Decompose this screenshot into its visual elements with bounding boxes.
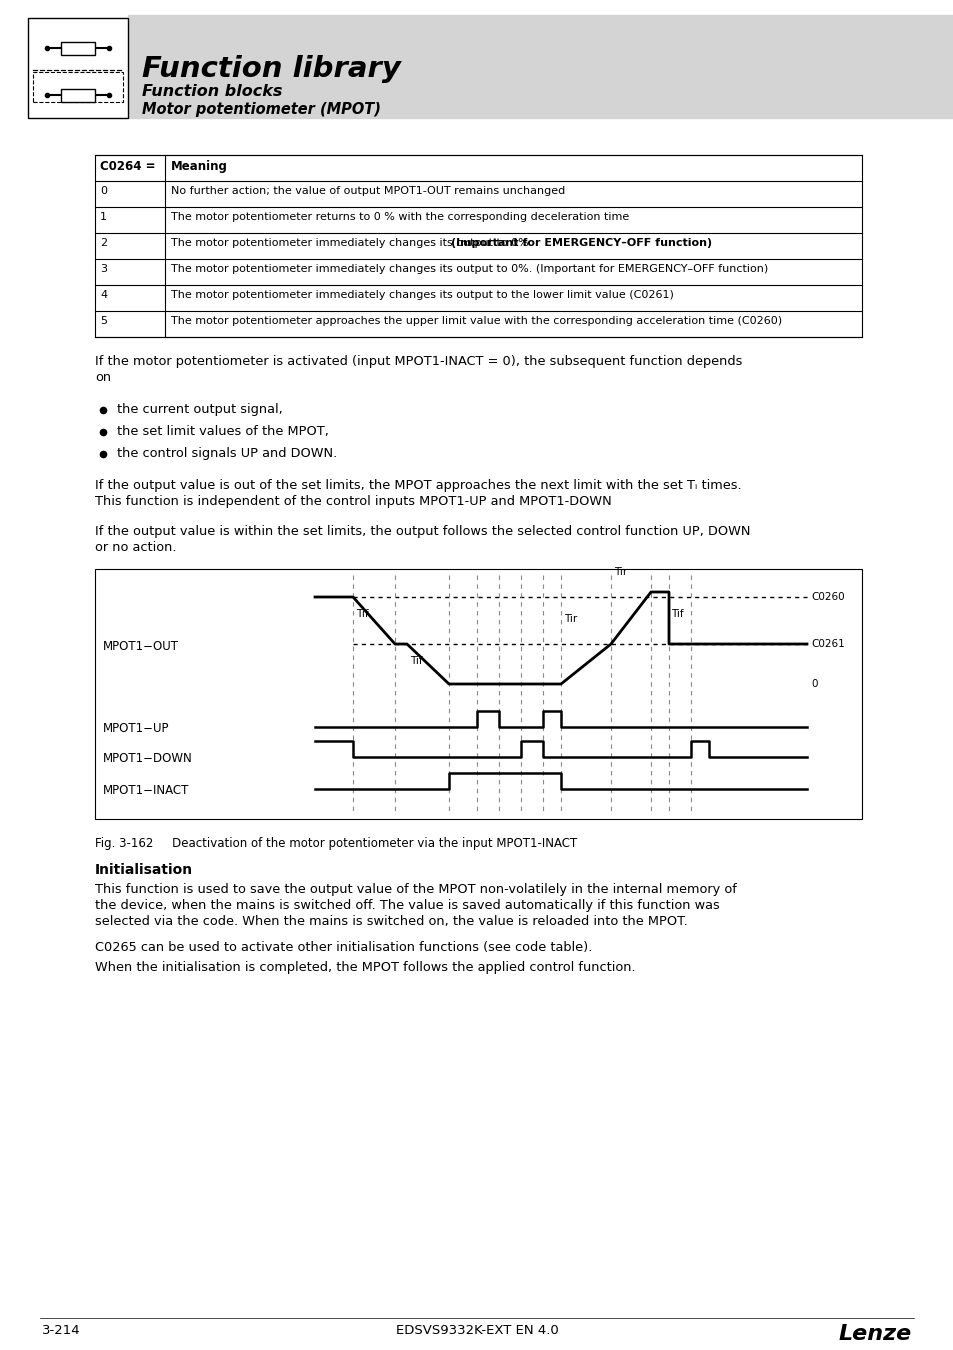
Text: Initialisation: Initialisation (95, 863, 193, 878)
Text: C0261: C0261 (810, 639, 843, 649)
Text: 5: 5 (100, 316, 107, 325)
Text: Tir: Tir (563, 614, 577, 624)
Text: The motor potentiometer approaches the upper limit value with the corresponding : The motor potentiometer approaches the u… (171, 316, 781, 325)
Text: Meaning: Meaning (171, 161, 228, 173)
Text: Fig. 3-162     Deactivation of the motor potentiometer via the input MPOT1-INACT: Fig. 3-162 Deactivation of the motor pot… (95, 837, 577, 850)
Text: 3: 3 (100, 265, 107, 274)
Text: C0260: C0260 (810, 593, 843, 602)
Text: C0264 =: C0264 = (100, 161, 155, 173)
Text: Tif: Tif (355, 609, 368, 620)
Text: (Important for EMERGENCY–OFF function): (Important for EMERGENCY–OFF function) (451, 238, 712, 248)
Text: This function is used to save the output value of the MPOT non-volatilely in the: This function is used to save the output… (95, 883, 736, 927)
Text: The motor potentiometer returns to 0 % with the corresponding deceleration time: The motor potentiometer returns to 0 % w… (171, 212, 629, 221)
Text: If the output value is out of the set limits, the MPOT approaches the next limit: If the output value is out of the set li… (95, 479, 740, 508)
Text: If the output value is within the set limits, the output follows the selected co: If the output value is within the set li… (95, 525, 750, 553)
Text: The motor potentiometer immediately changes its output to the lower limit value : The motor potentiometer immediately chan… (171, 290, 673, 300)
Text: Tif: Tif (670, 609, 683, 620)
Text: Function blocks: Function blocks (142, 84, 282, 99)
Bar (95, 568, 862, 819)
Text: The motor potentiometer immediately changes its output to 0%. (Important for EME: The motor potentiometer immediately chan… (171, 265, 767, 274)
Text: Tir: Tir (614, 567, 626, 576)
Text: MPOT1−INACT: MPOT1−INACT (103, 784, 190, 798)
Text: the control signals UP and DOWN.: the control signals UP and DOWN. (117, 447, 337, 460)
Bar (95, 155, 862, 338)
Bar (61, 89, 95, 101)
Text: MPOT1−DOWN: MPOT1−DOWN (103, 752, 193, 765)
Text: Lenze: Lenze (838, 1324, 911, 1345)
Text: C0265 can be used to activate other initialisation functions (see code table).: C0265 can be used to activate other init… (95, 941, 592, 954)
Text: If the motor potentiometer is activated (input MPOT1-INACT = 0), the subsequent : If the motor potentiometer is activated … (95, 355, 741, 383)
Text: EDSVS9332K-EXT EN 4.0: EDSVS9332K-EXT EN 4.0 (395, 1324, 558, 1336)
Text: MPOT1−OUT: MPOT1−OUT (103, 640, 179, 652)
Bar (61, 42, 95, 54)
Text: When the initialisation is completed, the MPOT follows the applied control funct: When the initialisation is completed, th… (95, 961, 635, 973)
Bar (128, 15, 953, 117)
Text: 4: 4 (100, 290, 107, 300)
Text: MPOT1−UP: MPOT1−UP (103, 722, 170, 736)
Text: Tif: Tif (410, 656, 422, 666)
Text: Motor potentiometer (MPOT): Motor potentiometer (MPOT) (142, 103, 380, 117)
Text: 0: 0 (100, 186, 107, 196)
Bar (28, 18, 128, 117)
Text: the current output signal,: the current output signal, (117, 404, 282, 416)
Text: 1: 1 (100, 212, 107, 221)
Bar (33, 72, 123, 103)
Text: 2: 2 (100, 238, 107, 248)
Text: Function library: Function library (142, 55, 400, 82)
Text: 3-214: 3-214 (42, 1324, 81, 1336)
Text: the set limit values of the MPOT,: the set limit values of the MPOT, (117, 425, 329, 437)
Text: No further action; the value of output MPOT1-OUT remains unchanged: No further action; the value of output M… (171, 186, 565, 196)
Text: 0: 0 (810, 679, 817, 688)
Text: The motor potentiometer immediately changes its output to 0%.: The motor potentiometer immediately chan… (171, 238, 536, 248)
